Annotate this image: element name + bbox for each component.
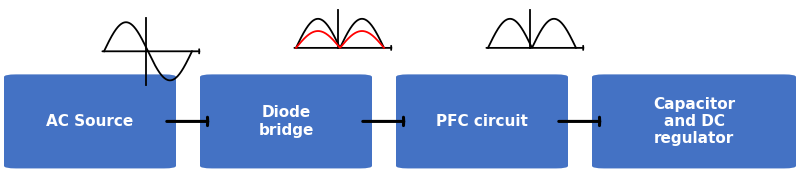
Text: Diode
bridge: Diode bridge	[258, 105, 314, 138]
Text: Capacitor
and DC
regulator: Capacitor and DC regulator	[653, 96, 735, 146]
FancyBboxPatch shape	[592, 74, 796, 168]
Text: AC Source: AC Source	[46, 114, 134, 129]
FancyBboxPatch shape	[396, 74, 568, 168]
Text: PFC circuit: PFC circuit	[436, 114, 528, 129]
FancyBboxPatch shape	[200, 74, 372, 168]
FancyBboxPatch shape	[4, 74, 176, 168]
